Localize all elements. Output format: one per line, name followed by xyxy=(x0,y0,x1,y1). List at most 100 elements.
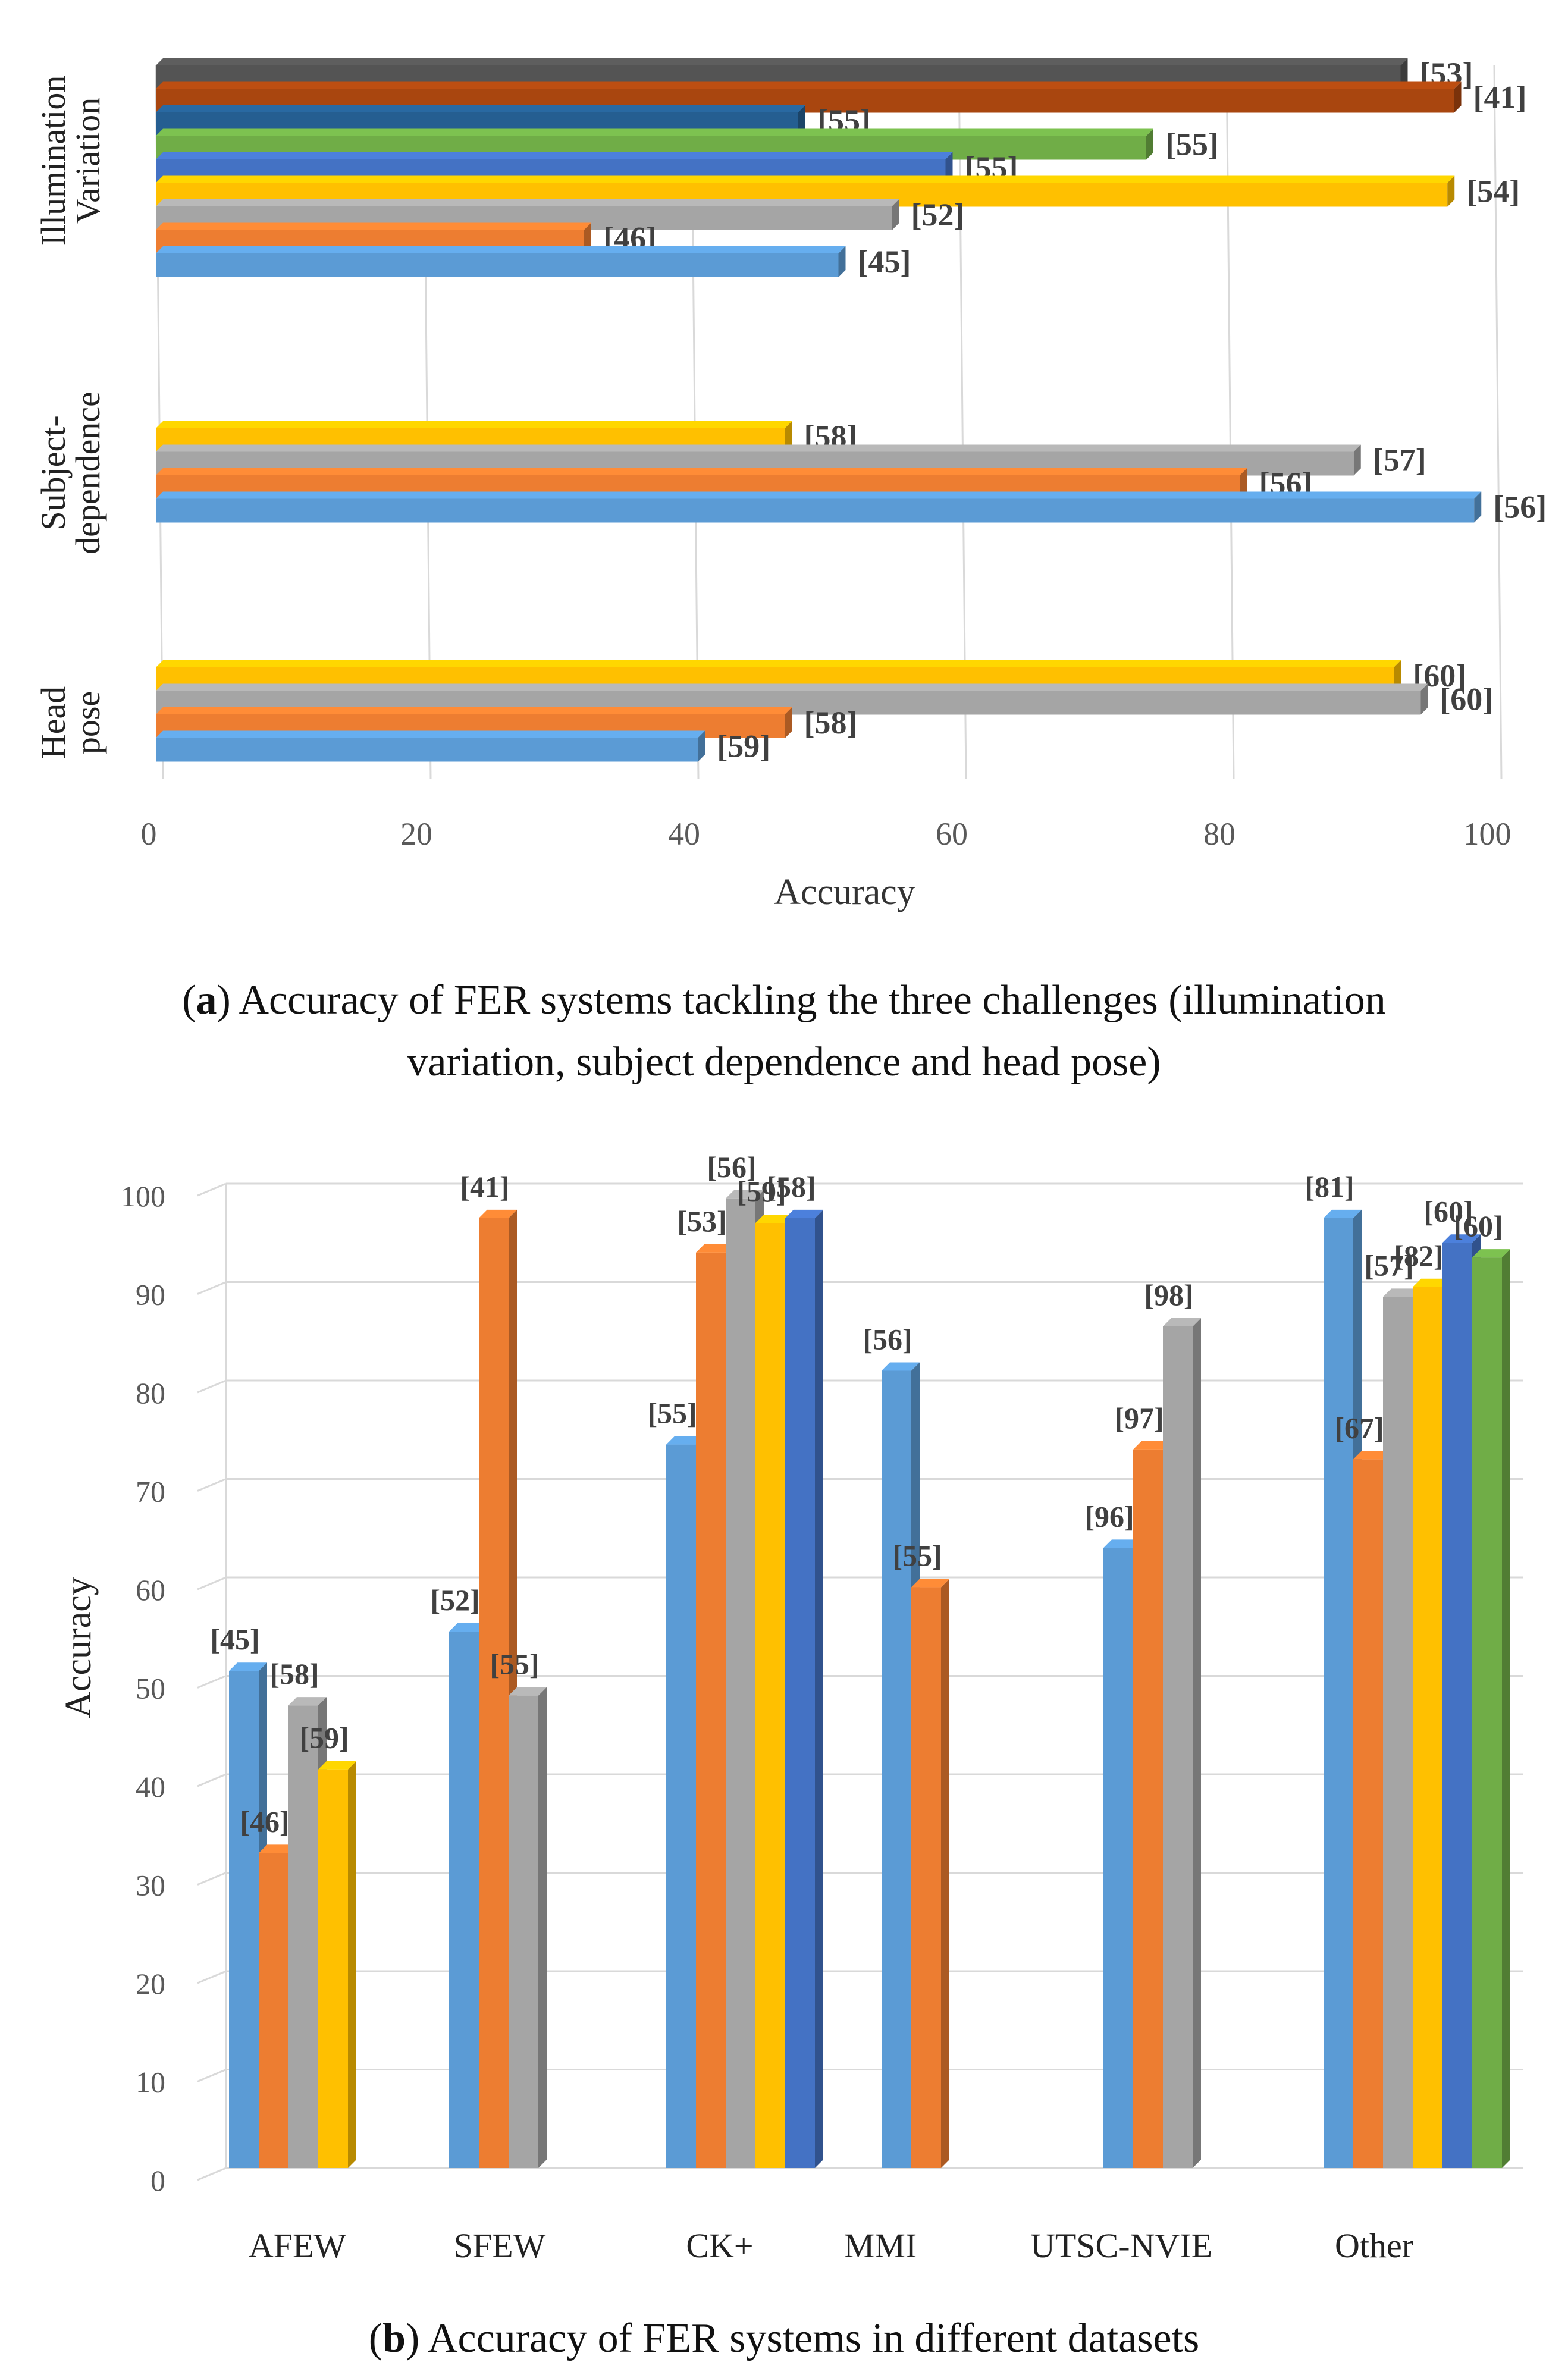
chart-a-data-label: [56] xyxy=(1493,490,1547,525)
chart-b-bar xyxy=(229,1671,259,2168)
chart-b-bar-top xyxy=(785,1209,823,1218)
chart-a-group-2: [58][57][56][56] xyxy=(156,419,1547,525)
chart-b-bar xyxy=(696,1252,726,2168)
chart-b-data-label: [46] xyxy=(240,1805,289,1838)
chart-b-bar xyxy=(259,1853,288,2168)
chart-b-bar-top xyxy=(509,1687,547,1696)
chart-b-data-label: [59] xyxy=(299,1721,349,1755)
chart-b-bar-top xyxy=(449,1623,487,1632)
chart-b-bar-top xyxy=(1103,1539,1141,1548)
chart-b-data-label: [60] xyxy=(1453,1209,1503,1243)
chart-a-bar-top xyxy=(156,246,846,253)
chart-a-bar-side xyxy=(945,152,953,183)
chart-b-gridline-floor xyxy=(197,1773,227,1787)
chart-b-bar-side xyxy=(1502,1249,1510,2168)
chart-b-bar xyxy=(755,1223,785,2168)
chart-b-bar-top xyxy=(1353,1451,1391,1460)
chart-b-bar-top xyxy=(666,1436,704,1445)
chart-b-y-tick-label: 10 xyxy=(136,2066,165,2099)
chart-b-bar xyxy=(1472,1257,1502,2168)
chart-b-bar xyxy=(1324,1218,1353,2168)
chart-a-bar-side xyxy=(1394,660,1401,691)
chart-b-category-label: AFEW xyxy=(249,2226,347,2265)
chart-b-data-label: [56] xyxy=(707,1150,756,1184)
chart-b-bar xyxy=(288,1705,318,2168)
caption-b-line1: Accuracy of FER systems in different dat… xyxy=(419,2316,1200,2361)
chart-a-bar-top xyxy=(156,468,1247,475)
chart-b-bar-top xyxy=(1383,1288,1421,1297)
chart-a-data-label: [57] xyxy=(1373,443,1426,478)
chart-b-data-label: [82] xyxy=(1394,1239,1443,1272)
caption-a-line2: variation, subject dependence and head p… xyxy=(407,1039,1161,1085)
chart-a-bar-side xyxy=(1474,491,1482,523)
chart-a-x-tick-label: 80 xyxy=(1203,816,1235,852)
chart-b-category-label: Other xyxy=(1335,2226,1413,2265)
chart-b-category-label: MMI xyxy=(844,2226,917,2265)
chart-b-bar xyxy=(882,1370,911,2168)
chart-a-data-label: [55] xyxy=(1165,127,1219,162)
chart-b-gridline-floor xyxy=(197,1872,227,1886)
chart-a-bar-top xyxy=(156,707,792,714)
chart-b-category-label: SFEW xyxy=(454,2226,546,2265)
chart-a-bar-top xyxy=(156,199,899,206)
chart-b-bar-top xyxy=(259,1844,297,1853)
chart-a-bar-top xyxy=(156,660,1401,667)
chart-a-x-tick-label: 100 xyxy=(1463,816,1511,852)
chart-b-gridline-floor xyxy=(197,2167,227,2181)
chart-b-bar-top xyxy=(1133,1441,1171,1450)
chart-a-gridline xyxy=(1493,65,1503,780)
chart-b-y-tick-label: 0 xyxy=(150,2164,165,2197)
chart-b-data-label: [56] xyxy=(863,1322,912,1356)
chart-b-bar xyxy=(449,1632,479,2168)
chart-b-bar xyxy=(1133,1449,1163,2168)
chart-a-group-1: [53][41][55][55][55][54][52][46][45] xyxy=(156,56,1526,280)
chart-b-data-label: [55] xyxy=(490,1648,539,1681)
chart-a-bar-side xyxy=(1353,444,1361,476)
chart-a-bar-side xyxy=(698,730,705,762)
chart-b-bar-top xyxy=(1324,1209,1362,1218)
chart-a-group-3: [60][60][58][59] xyxy=(156,658,1493,764)
chart-b-bar xyxy=(666,1444,696,2168)
chart-b-bar-side xyxy=(1193,1317,1201,2168)
chart-b-gridline-floor xyxy=(197,1576,227,1590)
chart-b-group-1: [45] [46] [58] [59] xyxy=(210,1623,356,2168)
chart-b-bar xyxy=(509,1695,538,2168)
chart-a-bar xyxy=(156,498,1475,523)
chart-b-bar-side xyxy=(815,1209,823,2168)
chart-b-y-axis-title: Accuracy xyxy=(58,1577,99,1718)
chart-b-y-tick-label: 80 xyxy=(136,1376,165,1410)
chart-b-data-label: [57] xyxy=(1364,1248,1413,1282)
chart-b-group-6: [81] [67] [57][82] [60][60] xyxy=(1304,1170,1510,2168)
chart-b-data-label: [67] xyxy=(1334,1411,1384,1444)
chart-b-category-label: CK+ xyxy=(686,2226,753,2265)
chart-b-gridline-floor xyxy=(197,1478,227,1492)
caption-a-letter: a xyxy=(196,977,217,1023)
chart-b-y-tick-label: 30 xyxy=(136,1869,165,1902)
chart-a-bar-top xyxy=(156,683,1428,691)
chart-b-bar-top xyxy=(1472,1249,1510,1258)
chart-b-bar xyxy=(1383,1297,1413,2168)
chart-a-bar-top xyxy=(156,81,1462,89)
chart-b-bar-side xyxy=(538,1687,547,2168)
caption-a-line2-row: variation, subject dependence and head p… xyxy=(0,1031,1568,1093)
caption-b-letter: b xyxy=(382,2316,406,2361)
chart-a-x-tick-label: 40 xyxy=(668,816,700,852)
chart-b-bar-top xyxy=(882,1362,920,1371)
chart-b-data-label: [59] xyxy=(736,1175,786,1208)
chart-b-category-label: UTSC-NVIE xyxy=(1030,2226,1212,2265)
chart-b-y-tick-label: 20 xyxy=(136,1967,165,2000)
chart-a-bar-top xyxy=(156,491,1482,499)
chart-b-bar-side xyxy=(348,1761,356,2168)
chart-b-gridline-floor xyxy=(197,1675,227,1689)
chart-a-data-label: [41] xyxy=(1473,80,1527,115)
chart-a-bar-side xyxy=(892,199,899,230)
chart-b-gridline-floor xyxy=(197,1970,227,1984)
chart-b-gridline-floor xyxy=(197,1182,227,1197)
chart-b-group-2: [52] [41] [55] xyxy=(430,1170,547,2168)
chart-b-data-label: [55] xyxy=(892,1539,942,1573)
chart-a-bar-top xyxy=(156,58,1408,65)
chart-b-bar-top xyxy=(696,1244,734,1253)
chart-a-category-label-line: Variation xyxy=(68,98,107,224)
chart-b-data-label: [60] xyxy=(1423,1194,1473,1228)
